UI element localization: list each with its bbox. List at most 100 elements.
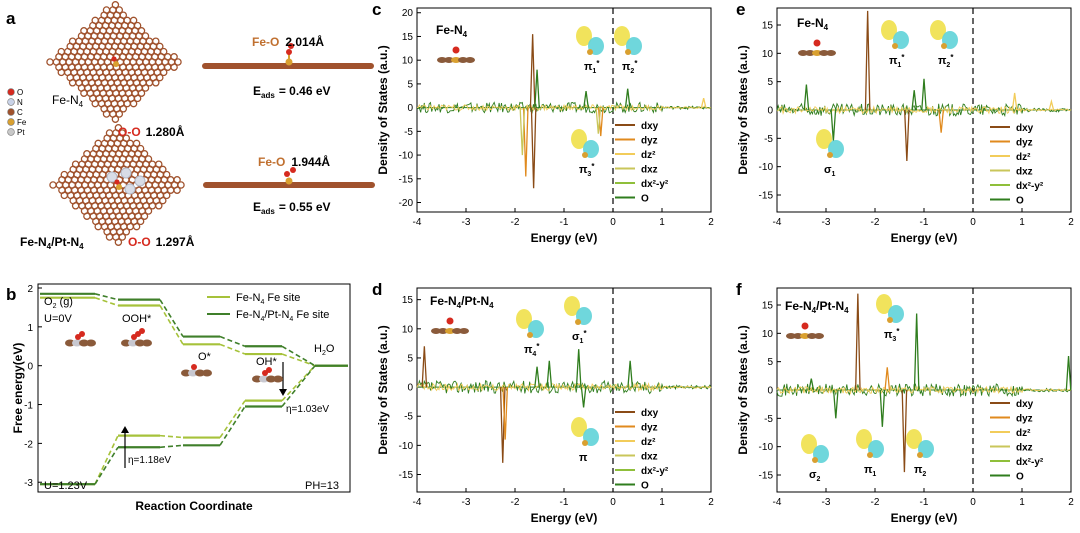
substrate-atom: [79, 339, 89, 347]
y-tick-label: 10: [402, 324, 414, 335]
panel-title: Fe-N4/Pt-N4: [785, 299, 849, 315]
carbon-ring: [152, 79, 160, 87]
y-tick-label: 20: [402, 8, 414, 19]
feo-bond-label-top: Fe-O 2.014Å: [252, 34, 324, 49]
O-peak: [879, 389, 886, 427]
x-tick-label: 0: [970, 497, 976, 508]
substrate-atom: [452, 328, 462, 334]
x-tick-label: 2: [708, 217, 714, 228]
x-tick-label: -4: [773, 497, 782, 508]
substrate-atom: [142, 339, 152, 347]
legend-label-dz2: dz²: [641, 150, 656, 161]
orbital-isosurface: π1*: [576, 26, 604, 75]
O-peak: [832, 389, 839, 419]
orbital-lobe: [906, 429, 922, 449]
x-tick-label: 1: [659, 217, 665, 228]
carbon-ring: [105, 233, 114, 241]
adsorbate-atom: [139, 328, 145, 334]
carbon-ring: [156, 73, 164, 82]
h2o-label: H2O: [314, 343, 335, 357]
orbital-lobe: [876, 294, 892, 314]
y-tick-label: 15: [762, 301, 774, 312]
y-tick-label: 0: [27, 362, 33, 373]
x-tick-label: -1: [560, 217, 569, 228]
carbon-ring: [71, 202, 80, 210]
o-atom: [452, 46, 460, 54]
panel-c-letter: c: [372, 0, 381, 19]
x-tick-label: -4: [413, 217, 422, 228]
carbon-ring: [141, 84, 150, 92]
dos-legend: dxy dyz dz² dxz dx²-y² O: [990, 399, 1044, 483]
fept-u123-connector: [281, 365, 316, 407]
orbital-lobe: [816, 129, 832, 149]
carbon-ring: [118, 233, 127, 241]
o-atom: [114, 179, 120, 185]
orbital-lobe: [571, 417, 587, 437]
fen4-u123-connector: [94, 435, 119, 485]
fen4-ptn4-label: Fe-N4/Pt-N4: [20, 235, 84, 251]
substrate-atom: [252, 375, 262, 383]
y-tick-label: -10: [759, 162, 774, 173]
fen4-ptn4-top-view-structure: [49, 124, 185, 246]
fept-u123-connector: [219, 406, 246, 446]
pt-site: [120, 167, 132, 179]
dyz-peak: [938, 109, 944, 133]
y-tick-label: 5: [767, 77, 773, 88]
legend-label-dx2-y2: dx²-y²: [1016, 457, 1044, 468]
carbon-ring: [111, 115, 120, 123]
fe-atom: [575, 319, 581, 325]
dxy-peak: [904, 109, 910, 162]
adsorbate-atom: [266, 367, 272, 373]
dyz-peak: [522, 107, 529, 177]
y-tick-label: 0: [767, 106, 773, 117]
orbital-label: π1: [864, 464, 876, 478]
carbon-ring: [122, 228, 131, 236]
panel-title: Fe-N4: [436, 23, 468, 39]
dxz-peak: [519, 107, 526, 156]
overpotential-arrows: [121, 362, 287, 468]
substrate-atom: [458, 57, 468, 63]
x-tick-label: -4: [773, 217, 782, 228]
legend-atom-symbol: N: [17, 98, 23, 107]
dxy-peak: [864, 10, 871, 111]
legend-atom-marker: [7, 98, 15, 106]
panel-b-y-axis: -3 -2 -1 0 1 2: [24, 284, 42, 489]
carbon-ring: [129, 99, 138, 108]
oh-star-label: OH*: [256, 356, 278, 368]
orbital-label: σ1*: [572, 329, 587, 345]
fen4-u0-connector: [159, 305, 184, 345]
substrate-atom: [465, 57, 475, 63]
substrate-atom: [805, 50, 815, 56]
orbital-label: π4*: [524, 342, 540, 358]
x-tick-label: -3: [822, 497, 831, 508]
carbon-ring: [170, 63, 178, 71]
fe-atom: [892, 43, 898, 49]
legend-label-dyz: dyz: [641, 423, 658, 434]
carbon-ring: [159, 68, 168, 77]
dxy-peak: [901, 389, 908, 473]
substrate-atom: [826, 50, 836, 56]
x-tick-label: -1: [920, 497, 929, 508]
y-tick-label: 1: [27, 323, 33, 334]
O-peak: [808, 378, 815, 391]
fe-atom: [625, 49, 631, 55]
O-peak: [627, 360, 633, 388]
dos-legend: dxy dyz dz² dxz dx²-y² O: [615, 408, 669, 492]
fe-atom: [582, 152, 588, 158]
oo-bond-label-bottom: O-O 1.297Å: [128, 234, 195, 249]
y-axis-label: Density of States (a.u.): [376, 45, 390, 174]
fept-u123-connector: [159, 444, 184, 449]
y-tick-label: -5: [764, 134, 773, 145]
substrate-atom: [431, 328, 441, 334]
substrate-atom: [437, 57, 447, 63]
carbon-ring: [94, 222, 102, 231]
x-axis-label: Energy (eV): [891, 511, 958, 525]
carbon-ring: [80, 89, 88, 97]
orbital-label: π1*: [889, 53, 905, 69]
orbital-isosurface: π: [571, 417, 599, 464]
orbital-label: π: [579, 452, 588, 464]
dos-series: [416, 34, 712, 189]
fe-atom: [917, 452, 923, 458]
